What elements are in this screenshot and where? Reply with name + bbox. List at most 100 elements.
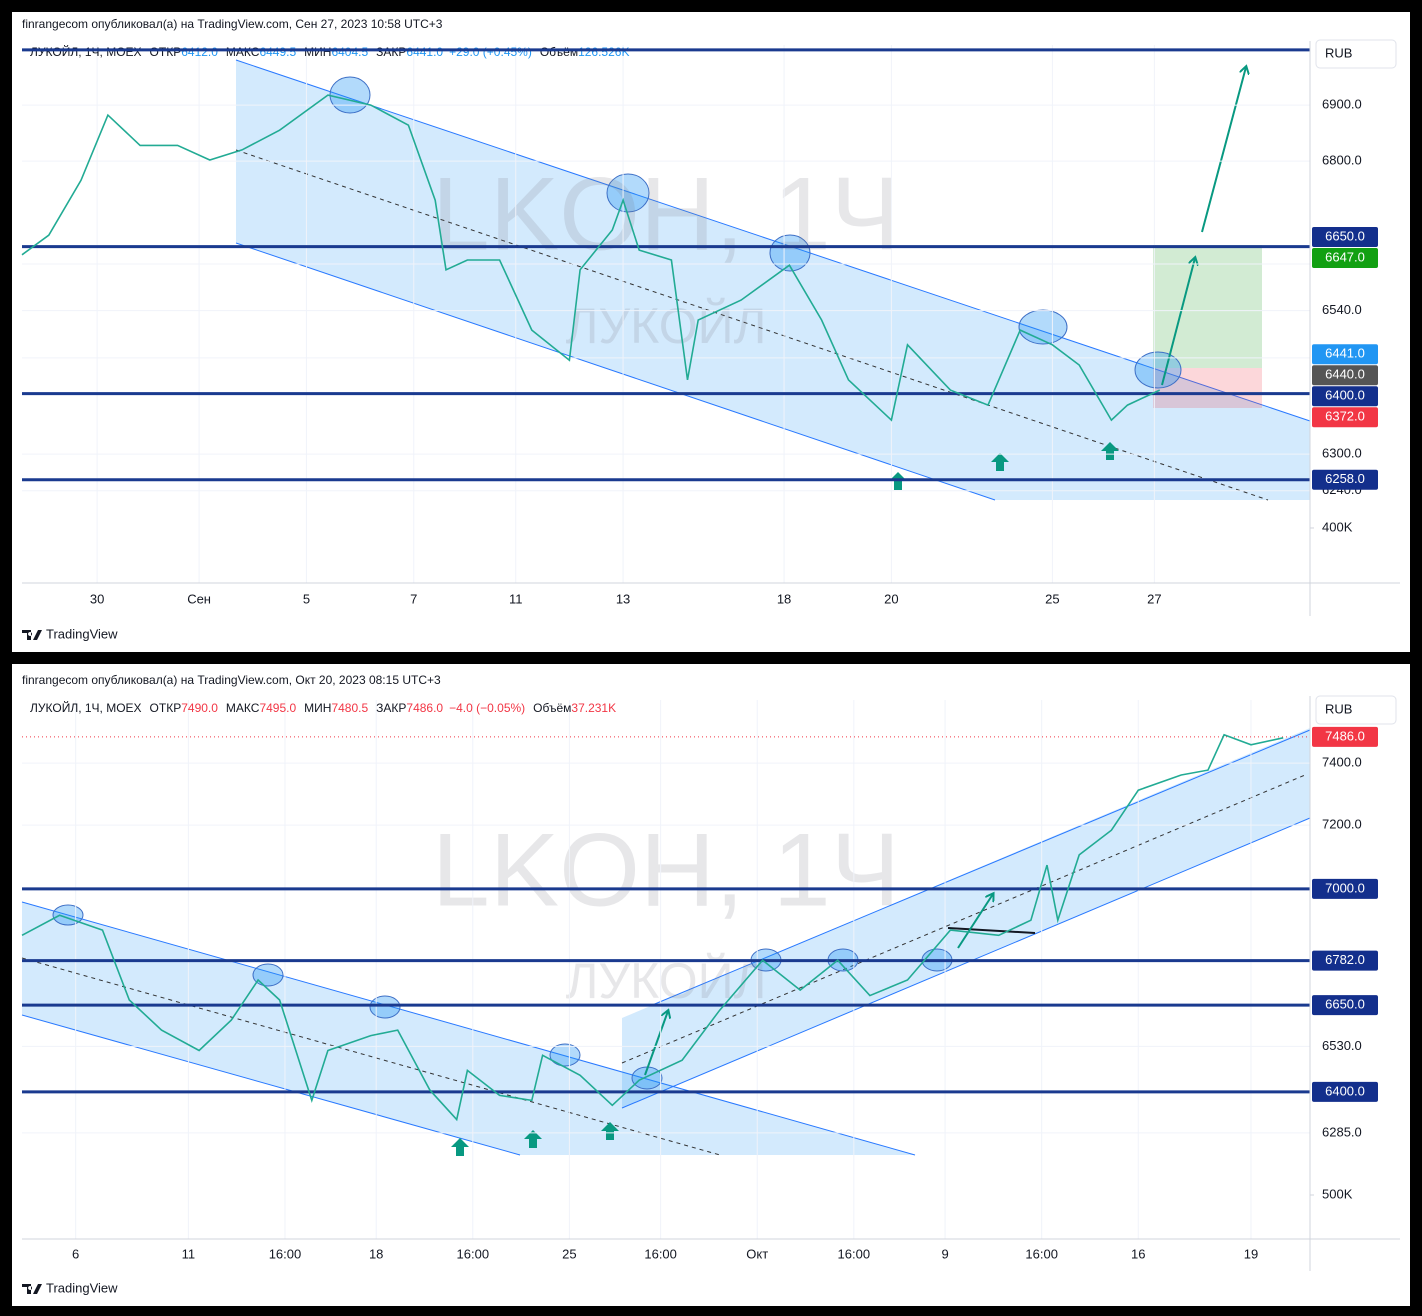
price-badge-label: 6647.0 — [1325, 249, 1365, 264]
x-tick-label: 16:00 — [644, 1246, 677, 1261]
y-tick-label: 6285.0 — [1322, 1124, 1362, 1139]
price-badge-label: 6782.0 — [1325, 952, 1365, 967]
volume-value: 126.526K — [578, 45, 629, 59]
x-tick-label: Окт — [746, 1246, 768, 1261]
y-tick-label: 6530.0 — [1322, 1038, 1362, 1053]
x-tick-label: 16:00 — [269, 1246, 302, 1261]
channel-mid — [621, 774, 1306, 1064]
price-badge — [1312, 248, 1378, 269]
arrow — [957, 894, 993, 949]
y-tick-label: 6800.0 — [1322, 153, 1362, 168]
price-badge — [1312, 227, 1378, 248]
channel-edge — [21, 1014, 521, 1156]
x-tick-label: 18 — [369, 1246, 383, 1261]
change: +29.0 (+0.45%) — [449, 45, 532, 59]
brand-name: TradingView — [46, 626, 118, 641]
field-value: 7490.0 — [181, 701, 218, 715]
highlight — [369, 995, 401, 1019]
x-tick-label: 13 — [616, 591, 630, 606]
x-tick-label: 16 — [1131, 1246, 1145, 1261]
highlight — [1018, 309, 1068, 345]
up-arrow — [1101, 442, 1119, 460]
up-arrow — [524, 1130, 542, 1148]
price-badge — [1312, 386, 1378, 407]
watermark: ЛУКОЙЛ — [566, 297, 767, 354]
currency-label: RUB — [1325, 45, 1352, 60]
channel-edge — [235, 242, 996, 501]
x-tick-label: 11 — [182, 1246, 196, 1261]
field-label: МАКС — [226, 701, 260, 715]
currency-button[interactable] — [1315, 39, 1397, 69]
price-badge-label: 7486.0 — [1325, 728, 1365, 743]
price-badge-label: 6400.0 — [1325, 1083, 1365, 1098]
field-label: ОТКР — [150, 701, 182, 715]
price-badge-label: 6650.0 — [1325, 228, 1365, 243]
watermark: LKOH, 1Ч — [432, 156, 900, 272]
field-label: МИН — [304, 45, 331, 59]
highlight — [329, 76, 371, 114]
channel-edge — [21, 901, 916, 1156]
price-badge-label: 7000.0 — [1325, 880, 1365, 895]
publisher-line: finrangecom опубликовал(а) на TradingVie… — [22, 17, 443, 31]
panel — [12, 12, 1410, 652]
volume-tick-label: 400K — [1322, 519, 1353, 534]
brand-logo — [22, 630, 42, 640]
x-tick-label: 30 — [90, 591, 104, 606]
symbol: ЛУКОЙЛ, 1Ч, MOEX — [30, 700, 142, 715]
channel-mid — [21, 957, 721, 1156]
x-tick-label: 16:00 — [457, 1246, 490, 1261]
price-badge — [1312, 365, 1378, 386]
arrow — [1201, 67, 1246, 233]
price-badge — [1312, 407, 1378, 428]
channel-edge — [621, 817, 1311, 1109]
up-arrow — [601, 1122, 619, 1140]
channel-mid — [235, 149, 1269, 501]
drawings — [235, 59, 1311, 501]
field-value: 7486.0 — [406, 701, 443, 715]
price-line — [21, 733, 1284, 1122]
x-tick-label: 16:00 — [1025, 1246, 1058, 1261]
field-value: 6441.0 — [406, 45, 443, 59]
price-badge — [1312, 950, 1378, 971]
x-tick-label: 18 — [777, 591, 791, 606]
price-badge-label: 6400.0 — [1325, 388, 1365, 403]
price-badge-label: 6441.0 — [1325, 346, 1365, 361]
y-tick-label: 7200.0 — [1322, 817, 1362, 832]
price-badge-label: 6440.0 — [1325, 367, 1365, 382]
watermark: LKOH, 1Ч — [432, 812, 900, 928]
field-label: ЗАКР — [376, 701, 406, 715]
symbol-info: ЛУКОЙЛ, 1Ч, MOEX ОТКР6412.0 МАКС6449.5 МИН6… — [30, 44, 629, 59]
panel — [12, 664, 1410, 1306]
field-value: 6412.0 — [181, 45, 218, 59]
price-badge-label: 6258.0 — [1325, 471, 1365, 486]
x-tick-label: Сен — [187, 591, 211, 606]
x-tick-label: 7 — [410, 591, 417, 606]
change: −4.0 (−0.05%) — [449, 701, 525, 715]
price-badge-label: 6372.0 — [1325, 409, 1365, 424]
stop-zone — [1153, 368, 1262, 408]
price-badge — [1312, 878, 1378, 899]
field-label: МАКС — [226, 45, 260, 59]
field-label: МИН — [304, 701, 331, 715]
x-tick-label: 19 — [1244, 1246, 1258, 1261]
highlight — [549, 1043, 581, 1067]
x-tick-label: 20 — [884, 591, 898, 606]
volume-label: Объём — [533, 701, 571, 715]
up-arrow — [451, 1138, 469, 1156]
arrow — [644, 1011, 668, 1076]
volume-tick-label: 500K — [1322, 1186, 1353, 1201]
highlight — [769, 234, 811, 272]
x-tick-label: 25 — [1045, 591, 1059, 606]
y-tick-label: 7400.0 — [1322, 755, 1362, 770]
brand-logo — [22, 1284, 42, 1294]
price-badge — [1312, 726, 1378, 747]
currency-button[interactable] — [1315, 695, 1397, 725]
field-label: ЗАКР — [376, 45, 406, 59]
field-value: 7495.0 — [259, 701, 296, 715]
price-line — [21, 94, 1161, 422]
price-badge — [1312, 469, 1378, 490]
publisher-line: finrangecom опубликовал(а) на TradingVie… — [22, 673, 441, 687]
field-label: ОТКР — [150, 45, 182, 59]
price-badge-label: 6650.0 — [1325, 997, 1365, 1012]
